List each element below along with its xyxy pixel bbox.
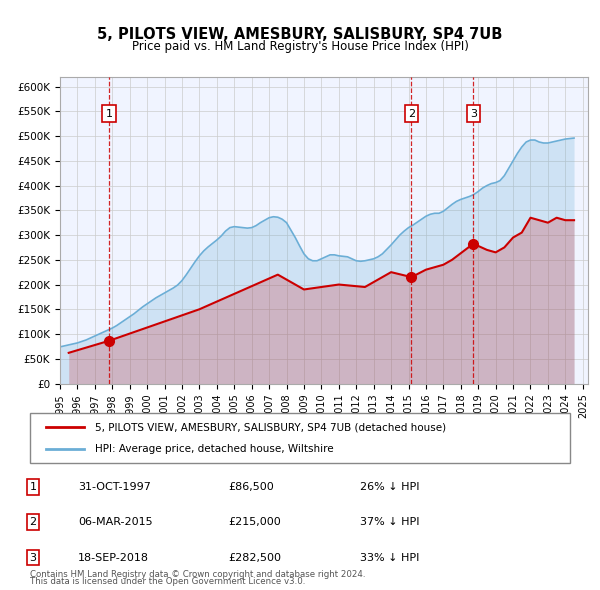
Text: 18-SEP-2018: 18-SEP-2018 xyxy=(78,553,149,562)
FancyBboxPatch shape xyxy=(30,413,570,463)
Text: 1: 1 xyxy=(106,109,113,119)
Text: 3: 3 xyxy=(470,109,477,119)
Text: 2: 2 xyxy=(408,109,415,119)
Text: This data is licensed under the Open Government Licence v3.0.: This data is licensed under the Open Gov… xyxy=(30,578,305,586)
Text: 5, PILOTS VIEW, AMESBURY, SALISBURY, SP4 7UB (detached house): 5, PILOTS VIEW, AMESBURY, SALISBURY, SP4… xyxy=(95,422,446,432)
Text: 1: 1 xyxy=(29,482,37,491)
Text: 5, PILOTS VIEW, AMESBURY, SALISBURY, SP4 7UB: 5, PILOTS VIEW, AMESBURY, SALISBURY, SP4… xyxy=(97,27,503,41)
Text: 2: 2 xyxy=(29,517,37,527)
Text: 31-OCT-1997: 31-OCT-1997 xyxy=(78,482,151,491)
Text: £282,500: £282,500 xyxy=(228,553,281,562)
Text: 06-MAR-2015: 06-MAR-2015 xyxy=(78,517,152,527)
Text: 26% ↓ HPI: 26% ↓ HPI xyxy=(360,482,419,491)
Text: Contains HM Land Registry data © Crown copyright and database right 2024.: Contains HM Land Registry data © Crown c… xyxy=(30,571,365,579)
Text: 3: 3 xyxy=(29,553,37,562)
Text: HPI: Average price, detached house, Wiltshire: HPI: Average price, detached house, Wilt… xyxy=(95,444,334,454)
Text: 33% ↓ HPI: 33% ↓ HPI xyxy=(360,553,419,562)
Text: £215,000: £215,000 xyxy=(228,517,281,527)
Text: Price paid vs. HM Land Registry's House Price Index (HPI): Price paid vs. HM Land Registry's House … xyxy=(131,40,469,53)
Text: £86,500: £86,500 xyxy=(228,482,274,491)
Text: 37% ↓ HPI: 37% ↓ HPI xyxy=(360,517,419,527)
